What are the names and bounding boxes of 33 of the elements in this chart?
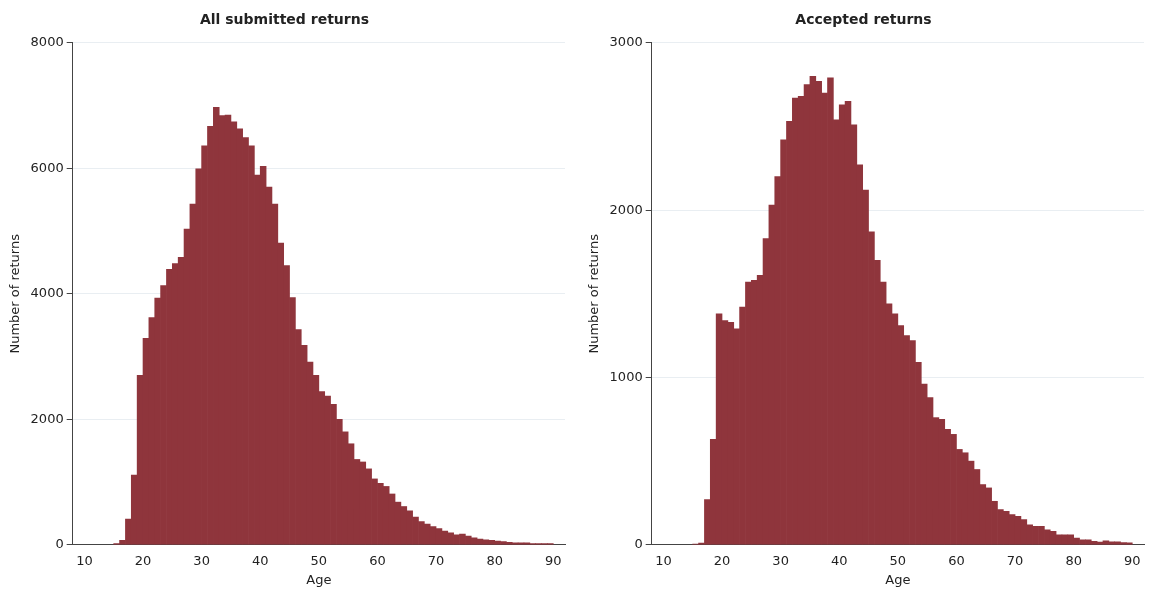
y-tick-label: 2000 [30,410,64,426]
x-axis-title: Age [885,571,911,587]
x-tick-label: 80 [1065,552,1082,568]
x-tick-label: 50 [889,552,907,568]
y-tick-label: 1000 [609,368,643,384]
x-tick-label: 10 [76,552,93,568]
x-tick-label: 20 [134,552,152,568]
y-tick-label: 3000 [609,34,643,50]
x-tick-label: 60 [369,552,386,568]
x-tick-label: 90 [545,552,562,568]
x-tick-label: 70 [427,552,445,568]
x-tick-label: 10 [655,552,672,568]
x-tick-label: 60 [948,552,965,568]
x-tick-label: 30 [193,552,210,568]
y-tick-label: 0 [634,536,643,552]
y-tick-label: 8000 [30,34,64,50]
x-tick-label: 30 [772,552,789,568]
y-axis-title: Number of returns [586,233,602,354]
chart-title: Accepted returns [795,11,932,28]
chart-title: All submitted returns [199,11,370,28]
y-tick-label: 4000 [30,285,64,301]
x-tick-label: 90 [1124,552,1141,568]
x-axis-title: Age [306,571,332,587]
x-tick-label: 40 [830,552,848,568]
x-tick-label: 40 [251,552,269,568]
x-tick-label: 80 [486,552,503,568]
x-tick-label: 20 [713,552,731,568]
x-tick-label: 70 [1006,552,1024,568]
y-tick-label: 0 [55,536,64,552]
y-axis-title: Number of returns [7,233,23,354]
x-tick-label: 50 [310,552,328,568]
y-tick-label: 6000 [30,159,64,175]
y-tick-label: 2000 [609,201,643,217]
